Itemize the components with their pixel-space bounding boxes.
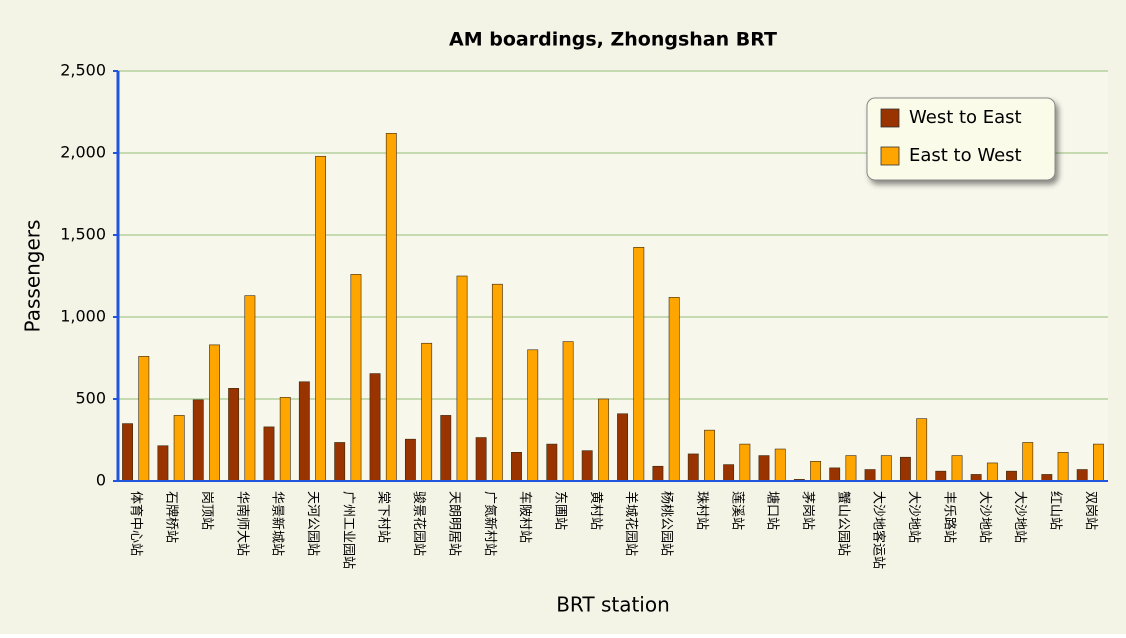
chart-title: AM boardings, Zhongshan BRT bbox=[449, 29, 777, 51]
bar bbox=[1076, 469, 1088, 482]
bar bbox=[1093, 443, 1104, 482]
x-tick-label: 大沙地站 bbox=[1012, 491, 1027, 543]
bar bbox=[546, 443, 558, 482]
bar bbox=[173, 415, 185, 482]
x-tick-label: 车陂村站 bbox=[517, 491, 533, 543]
x-tick-label: 蟹山公园站 bbox=[835, 491, 850, 556]
bar bbox=[491, 283, 503, 482]
x-tick-label: 棠下村站 bbox=[376, 491, 391, 543]
bar bbox=[511, 451, 522, 482]
bar bbox=[617, 413, 628, 482]
x-tick-label: 体育中心站 bbox=[128, 491, 144, 556]
y-tick-label: 1,000 bbox=[60, 307, 106, 326]
legend-label: East to West bbox=[909, 145, 1022, 166]
y-axis-label: Passengers bbox=[21, 220, 45, 333]
x-tick-label: 茅岗站 bbox=[800, 491, 815, 530]
bar bbox=[935, 470, 947, 482]
bar bbox=[1022, 442, 1034, 482]
bar bbox=[279, 397, 291, 482]
x-tick-label: 华景新城站 bbox=[270, 491, 286, 556]
x-tick-label: 天朗明居站 bbox=[446, 491, 461, 556]
bar bbox=[475, 437, 487, 482]
bar bbox=[986, 462, 998, 482]
bar bbox=[687, 453, 699, 482]
y-tick-label: 2,000 bbox=[60, 143, 106, 162]
bar bbox=[209, 344, 220, 482]
bar bbox=[421, 342, 433, 482]
bar bbox=[1057, 451, 1069, 482]
x-tick-label: 莲溪站 bbox=[729, 491, 744, 530]
x-tick-label: 大沙地客运站 bbox=[871, 491, 887, 569]
bar bbox=[350, 274, 362, 482]
x-tick-label: 华南师大站 bbox=[234, 491, 250, 556]
x-tick-label: 广氮新村站 bbox=[482, 491, 498, 556]
legend-swatch bbox=[880, 108, 900, 128]
x-tick-label: 大沙地站 bbox=[906, 491, 921, 543]
bar bbox=[739, 443, 751, 482]
bar bbox=[315, 155, 327, 482]
bar bbox=[192, 399, 204, 482]
x-tick-label: 杨桃公园站 bbox=[659, 491, 674, 556]
x-tick-label: 东圃站 bbox=[552, 491, 567, 530]
bar bbox=[263, 426, 275, 482]
bar bbox=[774, 448, 786, 482]
y-tick-label: 2,500 bbox=[60, 61, 106, 80]
legend-label: West to East bbox=[909, 107, 1022, 128]
bar bbox=[157, 445, 169, 482]
x-tick-label: 塘口站 bbox=[765, 491, 781, 530]
x-tick-label: 红山站 bbox=[1047, 491, 1063, 530]
x-tick-label: 石牌桥站 bbox=[164, 491, 180, 543]
bar bbox=[899, 456, 911, 482]
bar bbox=[404, 438, 416, 482]
x-tick-label: 广州工业园站 bbox=[340, 491, 355, 569]
bar bbox=[845, 455, 857, 482]
x-tick-label: 双岗站 bbox=[1083, 491, 1098, 530]
bar bbox=[829, 467, 841, 482]
bar bbox=[668, 297, 680, 482]
bar bbox=[456, 275, 468, 482]
bar bbox=[440, 415, 452, 482]
x-tick-label: 天河公园站 bbox=[305, 491, 320, 556]
bar bbox=[228, 388, 240, 482]
bar bbox=[298, 381, 310, 482]
bar bbox=[864, 469, 876, 482]
x-tick-label: 羊城花园站 bbox=[623, 491, 639, 556]
bar bbox=[244, 295, 256, 482]
x-tick-label: 骏景花园站 bbox=[411, 491, 427, 556]
bar bbox=[562, 341, 574, 482]
bar bbox=[138, 356, 150, 482]
x-tick-label: 岗顶站 bbox=[199, 491, 214, 530]
legend-swatch bbox=[880, 146, 900, 166]
y-tick-label: 500 bbox=[75, 389, 106, 408]
bar bbox=[369, 373, 381, 482]
x-tick-label: 黄村站 bbox=[588, 491, 603, 530]
bar bbox=[581, 450, 593, 482]
x-tick-label: 丰乐路站 bbox=[941, 491, 957, 543]
bar bbox=[810, 461, 822, 482]
bar bbox=[951, 455, 963, 482]
bar bbox=[633, 247, 645, 482]
x-tick-label: 大沙地站 bbox=[977, 491, 992, 543]
bar bbox=[916, 418, 928, 482]
y-tick-label: 1,500 bbox=[60, 225, 106, 244]
bar bbox=[122, 423, 133, 482]
bar bbox=[723, 464, 735, 482]
legend-box bbox=[866, 97, 1056, 181]
bar bbox=[598, 398, 609, 482]
x-axis-label: BRT station bbox=[556, 593, 670, 617]
bar bbox=[758, 455, 770, 482]
bar bbox=[527, 349, 539, 482]
bar bbox=[652, 465, 664, 482]
bar bbox=[880, 455, 892, 482]
y-tick-label: 0 bbox=[96, 471, 106, 490]
x-tick-label: 珠村站 bbox=[694, 491, 709, 530]
bar bbox=[1006, 470, 1017, 482]
bar bbox=[334, 442, 346, 482]
legend: West to East East to West bbox=[866, 97, 1056, 181]
bar bbox=[704, 429, 715, 482]
bar bbox=[385, 133, 397, 482]
